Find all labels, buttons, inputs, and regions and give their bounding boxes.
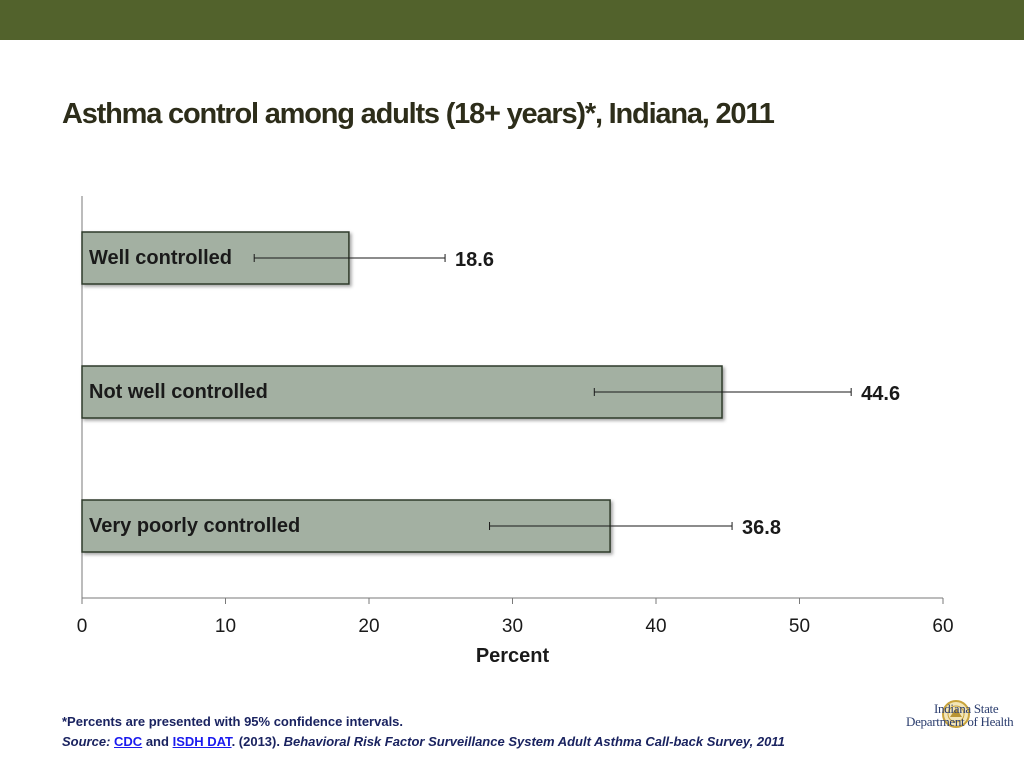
bar-value-label: 44.6 (861, 383, 900, 405)
and-text: and (145, 734, 169, 749)
isdh-dat-link[interactable]: ISDH DAT (172, 734, 232, 749)
bar-value-label: 36.8 (742, 517, 781, 539)
x-axis-title: Percent (476, 645, 550, 667)
cdc-link[interactable]: CDC (114, 734, 143, 749)
bar-value-label: 18.6 (455, 249, 494, 271)
bar-category-label: Very poorly controlled (89, 515, 300, 537)
x-tick-label: 40 (645, 616, 666, 637)
bar-category-label: Not well controlled (89, 381, 268, 403)
logo-line-2: Department of Health (906, 714, 1014, 729)
x-tick-label: 50 (789, 616, 810, 637)
slide-title: Asthma control among adults (18+ years)*… (62, 98, 775, 130)
footnote-note: *Percents are presented with 95% confide… (62, 714, 404, 729)
footnote: *Percents are presented with 95% confide… (62, 712, 962, 752)
logo-line-1: Indiana State (934, 701, 999, 716)
x-tick-label: 10 (215, 616, 236, 637)
x-tick-label: 60 (932, 616, 953, 637)
source-line: Source: CDC and ISDH DAT. (2013). Behavi… (62, 732, 962, 752)
citation-text: Behavioral Risk Factor Surveillance Syst… (283, 734, 785, 749)
source-label: Source: (62, 734, 111, 749)
logo-text: Indiana State Department of Health (906, 701, 1014, 728)
bar-category-label: Well controlled (89, 247, 232, 269)
x-tick-label: 30 (502, 616, 523, 637)
x-tick-label: 20 (358, 616, 379, 637)
year-text: . (2013). (231, 734, 280, 749)
state-seal-icon (942, 700, 970, 728)
isdh-logo: Indiana State Department of Health (906, 700, 1018, 760)
x-tick-label: 0 (77, 616, 88, 637)
top-color-band (0, 0, 1024, 40)
